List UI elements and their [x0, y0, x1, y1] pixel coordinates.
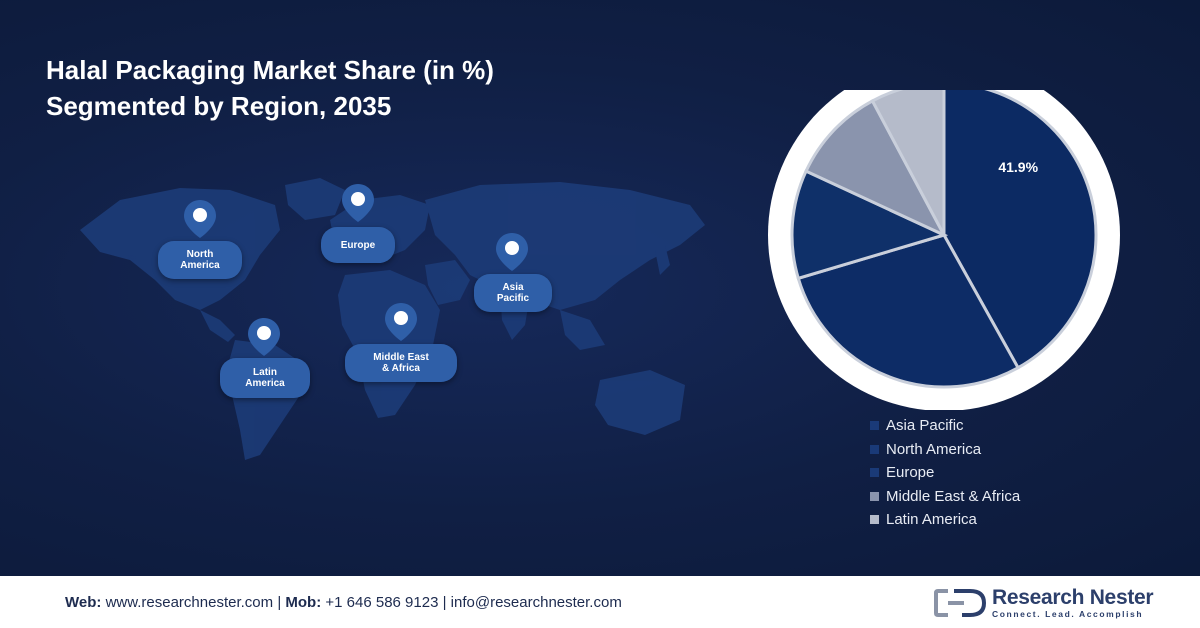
map-australia — [595, 370, 685, 435]
legend-item: North America — [870, 438, 1020, 462]
legend-label: Europe — [886, 464, 935, 482]
chart-title-line1: Halal Packaging Market Share (in %) — [46, 55, 494, 85]
pie-slice-europe — [790, 169, 949, 281]
pie-slice-middle-east-africa — [804, 98, 948, 239]
map-pin-europe — [342, 184, 374, 222]
map-pin-middle-east-africa — [385, 303, 417, 341]
map-japan — [655, 245, 670, 275]
logo-name: Research Nester — [992, 586, 1154, 609]
map-label-europe: Europe — [321, 227, 395, 263]
map-pin-north-america — [184, 200, 216, 238]
footer-separator: | — [277, 594, 282, 611]
map-southeast-asia — [560, 310, 605, 350]
legend-label: Asia Pacific — [886, 417, 964, 435]
map-pin-asia-pacific — [496, 233, 528, 271]
footer-separator: | — [442, 594, 447, 611]
legend-swatch — [870, 491, 879, 501]
legend-label: Middle East & Africa — [886, 487, 1021, 505]
footer-web-link[interactable]: www.researchnester.com — [105, 594, 274, 611]
chart-legend: Asia Pacific North America Europe Middle Ea… — [870, 414, 1020, 532]
footer-mob-label: Mob: — [285, 594, 322, 611]
legend-item: Europe — [870, 461, 1020, 485]
legend-swatch — [870, 468, 879, 478]
map-central-america — [200, 310, 235, 342]
footer-web-label: Web: — [65, 594, 102, 611]
pie-slice-asia-pacific — [942, 90, 1098, 370]
footer-email-link[interactable]: info@researchnester.com — [450, 594, 622, 611]
pie-slice-latin-america — [870, 90, 946, 236]
map-pin-latin-america — [248, 318, 280, 356]
legend-label: North America — [886, 440, 982, 458]
logo-tagline: Connect. Lead. Accomplish — [992, 609, 1144, 619]
map-label-north-america: North America — [158, 241, 242, 279]
footer-phone: +1 646 586 9123 — [325, 594, 439, 611]
pie-chart: 41.9% — [768, 90, 1120, 410]
legend-item: Middle East & Africa — [870, 485, 1020, 509]
footer-bar: Web: www.researchnester.com | Mob: +1 64… — [0, 576, 1200, 628]
map-label-asia-pacific: Asia Pacific — [474, 274, 552, 312]
logo-icon — [934, 589, 986, 617]
legend-swatch — [870, 444, 879, 454]
map-label-middle-east-africa: Middle East & Africa — [345, 344, 457, 382]
legend-swatch — [870, 421, 879, 431]
map-middle-east — [425, 260, 470, 305]
footer-contact: Web: www.researchnester.com | Mob: +1 64… — [65, 594, 622, 611]
pie-slice-north-america — [796, 233, 1021, 389]
map-greenland — [285, 178, 345, 220]
chart-title: Halal Packaging Market Share (in %) Segm… — [46, 52, 494, 124]
chart-title-line2: Segmented by Region, 2035 — [46, 91, 392, 121]
pie-data-label: 41.9% — [998, 159, 1038, 175]
infographic-panel: Halal Packaging Market Share (in %) Segm… — [0, 0, 1200, 576]
map-label-latin-america: Latin America — [220, 358, 310, 398]
research-nester-logo: Research Nester Connect. Lead. Accomplis… — [934, 586, 1154, 620]
legend-swatch — [870, 515, 879, 525]
legend-item: Latin America — [870, 508, 1020, 532]
legend-label: Latin America — [886, 511, 977, 529]
legend-item: Asia Pacific — [870, 414, 1020, 438]
